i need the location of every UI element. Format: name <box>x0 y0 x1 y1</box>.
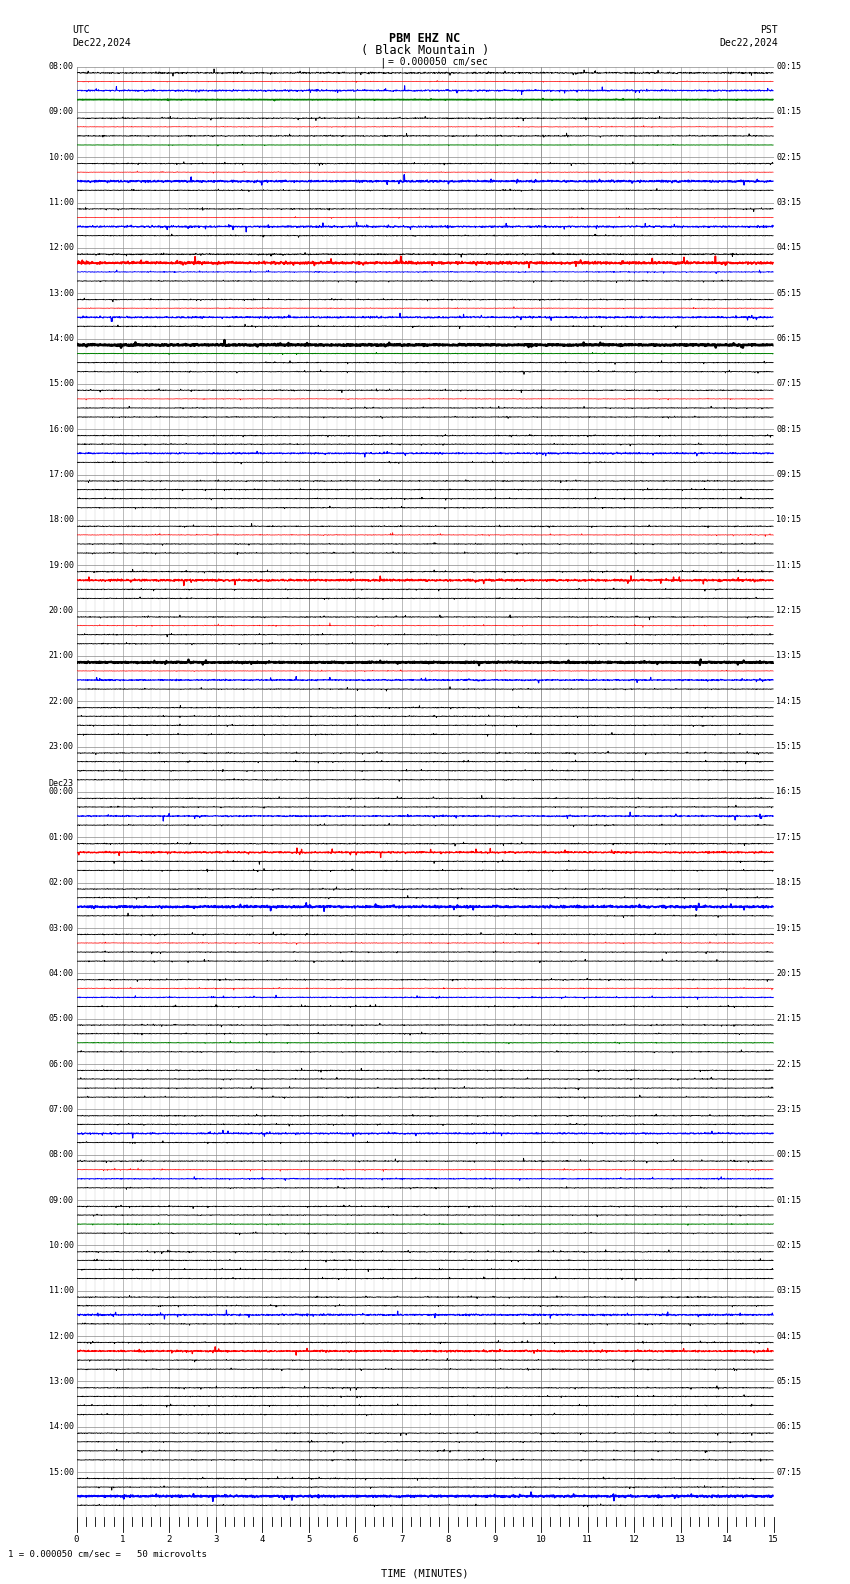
Text: 14:00: 14:00 <box>48 334 74 344</box>
Text: 7: 7 <box>400 1535 405 1544</box>
Text: 0: 0 <box>74 1535 79 1544</box>
Text: 15:00: 15:00 <box>48 1468 74 1476</box>
Text: 02:15: 02:15 <box>776 1240 802 1250</box>
Text: 5: 5 <box>306 1535 311 1544</box>
Text: 19:00: 19:00 <box>48 561 74 570</box>
Text: PBM EHZ NC: PBM EHZ NC <box>389 32 461 44</box>
Text: 6: 6 <box>353 1535 358 1544</box>
Text: 09:00: 09:00 <box>48 108 74 116</box>
Text: UTC: UTC <box>72 25 90 35</box>
Text: 05:15: 05:15 <box>776 288 802 298</box>
Text: 02:00: 02:00 <box>48 878 74 887</box>
Text: 15:15: 15:15 <box>776 743 802 751</box>
Text: 00:00: 00:00 <box>48 787 74 797</box>
Text: Dec22,2024: Dec22,2024 <box>719 38 778 48</box>
Text: = 0.000050 cm/sec: = 0.000050 cm/sec <box>388 57 488 67</box>
Text: 2: 2 <box>167 1535 172 1544</box>
Text: 10:00: 10:00 <box>48 152 74 162</box>
Text: 06:15: 06:15 <box>776 334 802 344</box>
Text: 20:15: 20:15 <box>776 969 802 977</box>
Text: 21:00: 21:00 <box>48 651 74 661</box>
Text: 1: 1 <box>121 1535 126 1544</box>
Text: PST: PST <box>760 25 778 35</box>
Text: 15:00: 15:00 <box>48 380 74 388</box>
Text: 4: 4 <box>260 1535 265 1544</box>
Text: 09:00: 09:00 <box>48 1196 74 1204</box>
Text: 12:00: 12:00 <box>48 1332 74 1340</box>
Text: 14:15: 14:15 <box>776 697 802 706</box>
Text: 07:00: 07:00 <box>48 1106 74 1114</box>
Text: 02:15: 02:15 <box>776 152 802 162</box>
Text: 21:15: 21:15 <box>776 1014 802 1023</box>
Text: Dec23: Dec23 <box>48 779 74 789</box>
Text: 05:00: 05:00 <box>48 1014 74 1023</box>
Text: 08:00: 08:00 <box>48 1150 74 1159</box>
Text: 14:00: 14:00 <box>48 1422 74 1432</box>
Text: 01:15: 01:15 <box>776 108 802 116</box>
Text: 15: 15 <box>768 1535 779 1544</box>
Text: 9: 9 <box>492 1535 497 1544</box>
Text: 19:15: 19:15 <box>776 923 802 933</box>
Text: 08:00: 08:00 <box>48 62 74 71</box>
Text: 13:00: 13:00 <box>48 288 74 298</box>
Text: 1 = 0.000050 cm/sec =   50 microvolts: 1 = 0.000050 cm/sec = 50 microvolts <box>8 1549 207 1559</box>
Text: 01:15: 01:15 <box>776 1196 802 1204</box>
Text: 04:00: 04:00 <box>48 969 74 977</box>
Text: 10: 10 <box>536 1535 547 1544</box>
Text: 13: 13 <box>675 1535 686 1544</box>
Text: 04:15: 04:15 <box>776 1332 802 1340</box>
Text: 16:00: 16:00 <box>48 425 74 434</box>
Text: 11:00: 11:00 <box>48 1286 74 1296</box>
Text: 00:15: 00:15 <box>776 1150 802 1159</box>
Text: TIME (MINUTES): TIME (MINUTES) <box>382 1568 468 1578</box>
Text: 05:15: 05:15 <box>776 1376 802 1386</box>
Text: 23:15: 23:15 <box>776 1106 802 1114</box>
Text: 3: 3 <box>213 1535 218 1544</box>
Text: 03:15: 03:15 <box>776 198 802 208</box>
Text: 11:15: 11:15 <box>776 561 802 570</box>
Text: 01:00: 01:00 <box>48 833 74 841</box>
Text: 12:00: 12:00 <box>48 244 74 252</box>
Text: 07:15: 07:15 <box>776 1468 802 1476</box>
Text: 13:00: 13:00 <box>48 1376 74 1386</box>
Text: 10:00: 10:00 <box>48 1240 74 1250</box>
Text: 18:15: 18:15 <box>776 878 802 887</box>
Text: 03:00: 03:00 <box>48 923 74 933</box>
Text: 22:15: 22:15 <box>776 1060 802 1069</box>
Text: ( Black Mountain ): ( Black Mountain ) <box>361 44 489 57</box>
Text: 22:00: 22:00 <box>48 697 74 706</box>
Text: 8: 8 <box>445 1535 451 1544</box>
Text: 20:00: 20:00 <box>48 607 74 615</box>
Text: 00:15: 00:15 <box>776 62 802 71</box>
Text: 12:15: 12:15 <box>776 607 802 615</box>
Text: Dec22,2024: Dec22,2024 <box>72 38 131 48</box>
Text: 18:00: 18:00 <box>48 515 74 524</box>
Text: 12: 12 <box>629 1535 639 1544</box>
Text: 03:15: 03:15 <box>776 1286 802 1296</box>
Text: 06:15: 06:15 <box>776 1422 802 1432</box>
Text: 09:15: 09:15 <box>776 470 802 478</box>
Text: 17:00: 17:00 <box>48 470 74 478</box>
Text: 14: 14 <box>722 1535 733 1544</box>
Text: 10:15: 10:15 <box>776 515 802 524</box>
Text: |: | <box>379 57 386 68</box>
Text: 06:00: 06:00 <box>48 1060 74 1069</box>
Text: 13:15: 13:15 <box>776 651 802 661</box>
Text: 16:15: 16:15 <box>776 787 802 797</box>
Text: 11: 11 <box>582 1535 593 1544</box>
Text: 08:15: 08:15 <box>776 425 802 434</box>
Text: 23:00: 23:00 <box>48 743 74 751</box>
Text: 11:00: 11:00 <box>48 198 74 208</box>
Text: 04:15: 04:15 <box>776 244 802 252</box>
Text: 17:15: 17:15 <box>776 833 802 841</box>
Text: 07:15: 07:15 <box>776 380 802 388</box>
